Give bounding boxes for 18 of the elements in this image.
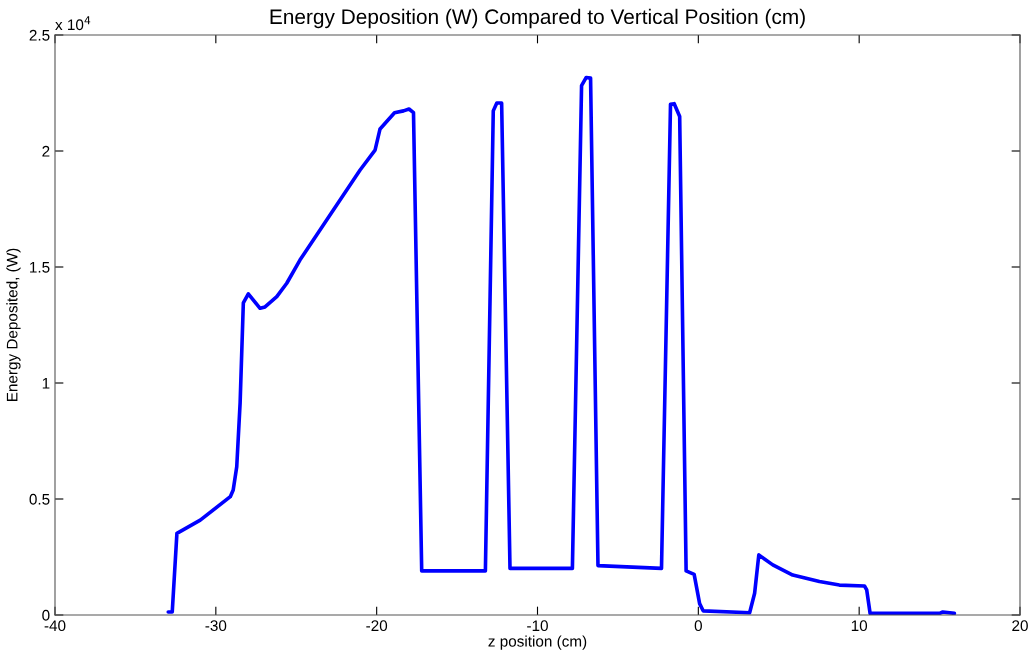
x-axis-title: z position (cm) — [488, 635, 587, 650]
x-tick-label: -30 — [205, 620, 227, 632]
x-tick-label: -10 — [527, 620, 548, 632]
x-tick-label: 20 — [1012, 620, 1028, 632]
y-tick-label: 0.5 — [29, 493, 50, 505]
y-tick-label: 1 — [42, 378, 50, 389]
x-tick-label: -40 — [44, 620, 66, 632]
y-tick-label: 1.5 — [30, 262, 50, 273]
x-tick-label: -20 — [366, 620, 388, 632]
y-axis-title: Energy Deposited, (W) — [6, 248, 21, 402]
y-tick-label: 0 — [42, 609, 50, 621]
y-tick-label: 2 — [42, 145, 50, 157]
line-series — [166, 75, 957, 615]
x-tick-label: 0 — [694, 620, 702, 632]
x-tick-label: 10 — [851, 620, 868, 632]
y-tick-label: 2.5 — [29, 29, 50, 41]
chart-title: Energy Deposition (W) Compared to Vertical Position (cm) — [270, 8, 805, 29]
text: x 10$^{4}$ — [55, 16, 91, 31]
